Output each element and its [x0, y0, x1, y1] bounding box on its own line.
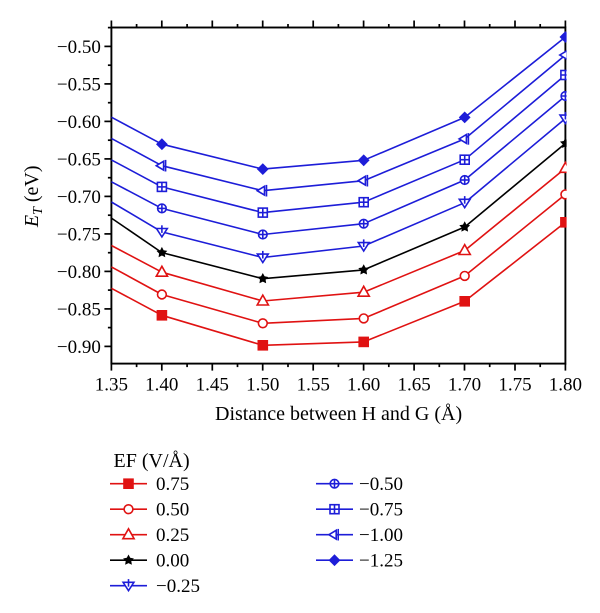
svg-text:0.75: 0.75 [156, 474, 189, 495]
svg-text:1.40: 1.40 [145, 375, 178, 396]
svg-text:−0.50: −0.50 [359, 474, 403, 495]
svg-text:1.45: 1.45 [196, 375, 229, 396]
svg-text:−0.85: −0.85 [57, 299, 101, 320]
svg-text:1.75: 1.75 [498, 375, 531, 396]
svg-text:1.60: 1.60 [347, 375, 380, 396]
svg-text:−0.60: −0.60 [57, 112, 101, 133]
svg-text:1.35: 1.35 [95, 375, 128, 396]
svg-text:−1.00: −1.00 [359, 525, 403, 546]
svg-text:1.65: 1.65 [397, 375, 430, 396]
svg-text:1.70: 1.70 [448, 375, 481, 396]
svg-text:−0.65: −0.65 [57, 149, 101, 170]
svg-text:−0.70: −0.70 [57, 187, 101, 208]
svg-text:1.50: 1.50 [246, 375, 279, 396]
svg-text:−0.75: −0.75 [359, 500, 403, 521]
svg-text:ET (eV): ET (eV) [21, 165, 46, 228]
svg-text:−0.90: −0.90 [57, 337, 101, 358]
svg-text:EF (V/Å): EF (V/Å) [114, 450, 190, 472]
svg-text:0.50: 0.50 [156, 500, 189, 521]
svg-text:−0.55: −0.55 [57, 74, 101, 95]
svg-text:0.25: 0.25 [156, 525, 189, 546]
svg-text:−1.25: −1.25 [359, 551, 403, 572]
svg-text:1.55: 1.55 [297, 375, 330, 396]
svg-text:0.00: 0.00 [156, 551, 189, 572]
svg-text:1.80: 1.80 [549, 375, 582, 396]
svg-text:Distance between H and G (Å): Distance between H and G (Å) [215, 403, 462, 425]
svg-text:−0.80: −0.80 [57, 262, 101, 283]
svg-text:−0.50: −0.50 [57, 37, 101, 58]
svg-text:−0.25: −0.25 [156, 576, 200, 597]
svg-text:−0.75: −0.75 [57, 224, 101, 245]
